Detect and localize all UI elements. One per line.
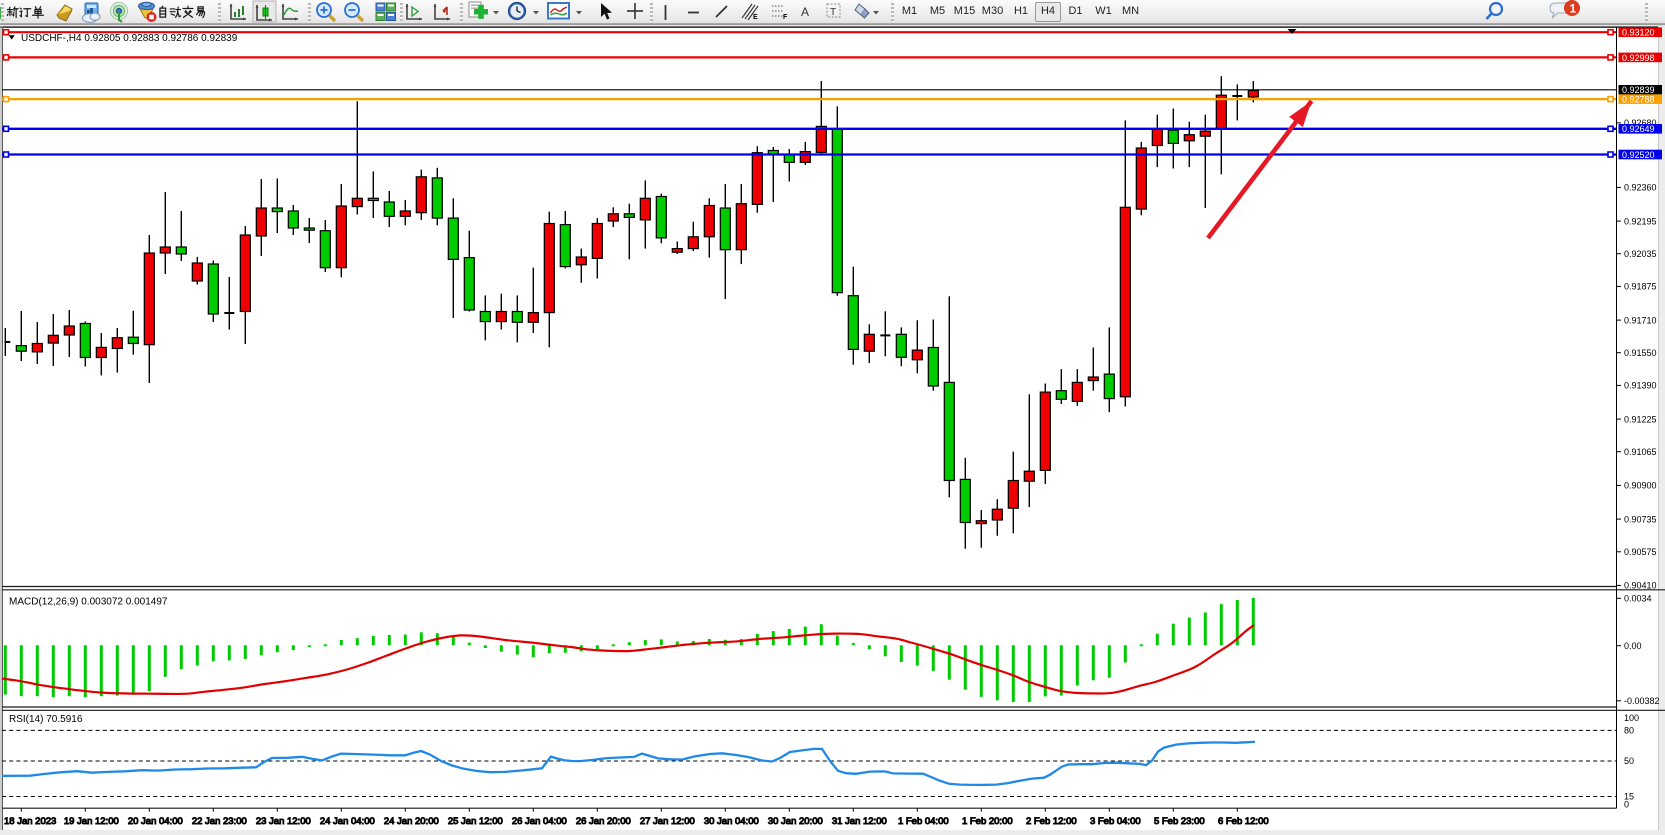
svg-text:0.00: 0.00 [1624, 641, 1642, 651]
svg-text:30 Jan 20:00: 30 Jan 20:00 [768, 816, 823, 827]
svg-text:19 Jan 12:00: 19 Jan 12:00 [64, 816, 119, 827]
svg-text:T: T [830, 7, 836, 18]
svg-text:1 Feb 20:00: 1 Feb 20:00 [962, 816, 1013, 827]
svg-text:23 Jan 12:00: 23 Jan 12:00 [256, 816, 311, 827]
svg-text:0.92998: 0.92998 [1622, 53, 1655, 63]
svg-text:30 Jan 04:00: 30 Jan 04:00 [704, 816, 759, 827]
svg-text:RSI(14) 70.5916: RSI(14) 70.5916 [9, 714, 83, 725]
svg-text:0.90410: 0.90410 [1624, 581, 1657, 591]
svg-text:0.92520: 0.92520 [1622, 150, 1655, 160]
svg-text:E: E [753, 14, 758, 21]
svg-text:26 Jan 04:00: 26 Jan 04:00 [512, 816, 567, 827]
svg-text:0: 0 [1624, 799, 1629, 809]
svg-text:0.90575: 0.90575 [1624, 547, 1657, 557]
svg-text:26 Jan 20:00: 26 Jan 20:00 [576, 816, 631, 827]
svg-text:20 Jan 04:00: 20 Jan 04:00 [128, 816, 183, 827]
svg-text:0.91065: 0.91065 [1624, 447, 1657, 457]
svg-text:1 Feb 04:00: 1 Feb 04:00 [898, 816, 949, 827]
svg-text:25 Jan 12:00: 25 Jan 12:00 [448, 816, 503, 827]
svg-text:0.90900: 0.90900 [1624, 481, 1657, 491]
svg-text:0.91710: 0.91710 [1624, 315, 1657, 325]
svg-text:-0.00382: -0.00382 [1624, 696, 1660, 706]
svg-text:50: 50 [1624, 756, 1634, 766]
svg-text:6 Feb 12:00: 6 Feb 12:00 [1218, 816, 1269, 827]
svg-text:2 Feb 12:00: 2 Feb 12:00 [1026, 816, 1077, 827]
svg-text:0.93120: 0.93120 [1622, 28, 1655, 38]
svg-text:0.91225: 0.91225 [1624, 414, 1657, 424]
svg-text:USDCHF-,H4 0.92805 0.92883 0.: USDCHF-,H4 0.92805 0.92883 0.92786 0.928… [21, 33, 238, 44]
svg-text:80: 80 [1624, 726, 1634, 736]
svg-text:18 Jan 2023: 18 Jan 2023 [4, 816, 56, 827]
svg-text:3 Feb 04:00: 3 Feb 04:00 [1090, 816, 1141, 827]
svg-text:0.92360: 0.92360 [1624, 183, 1657, 193]
svg-text:0.92788: 0.92788 [1622, 95, 1655, 105]
svg-text:0.91875: 0.91875 [1624, 282, 1657, 292]
svg-text:22 Jan 23:00: 22 Jan 23:00 [192, 816, 247, 827]
svg-text:0.92035: 0.92035 [1624, 249, 1657, 259]
svg-text:0.91390: 0.91390 [1624, 381, 1657, 391]
svg-text:F: F [783, 14, 788, 21]
svg-text:100: 100 [1624, 713, 1639, 723]
svg-text:MACD(12,26,9) 0.003072 0.00149: MACD(12,26,9) 0.003072 0.001497 [9, 597, 168, 608]
svg-text:5 Feb 23:00: 5 Feb 23:00 [1154, 816, 1205, 827]
svg-text:0.92680: 0.92680 [1624, 118, 1657, 128]
svg-text:0.0034: 0.0034 [1624, 594, 1652, 604]
svg-text:31 Jan 12:00: 31 Jan 12:00 [832, 816, 887, 827]
svg-text:0.92649: 0.92649 [1622, 124, 1655, 134]
svg-text:0.90735: 0.90735 [1624, 514, 1657, 524]
svg-text:15: 15 [1624, 792, 1634, 802]
svg-text:0.92839: 0.92839 [1622, 85, 1655, 95]
svg-text:A: A [801, 5, 809, 19]
svg-text:0.92195: 0.92195 [1624, 216, 1657, 226]
svg-text:1: 1 [1570, 2, 1577, 16]
svg-text:27 Jan 12:00: 27 Jan 12:00 [640, 816, 695, 827]
svg-text:24 Jan 20:00: 24 Jan 20:00 [384, 816, 439, 827]
svg-text:24 Jan 04:00: 24 Jan 04:00 [320, 816, 375, 827]
svg-text:0.91550: 0.91550 [1624, 348, 1657, 358]
